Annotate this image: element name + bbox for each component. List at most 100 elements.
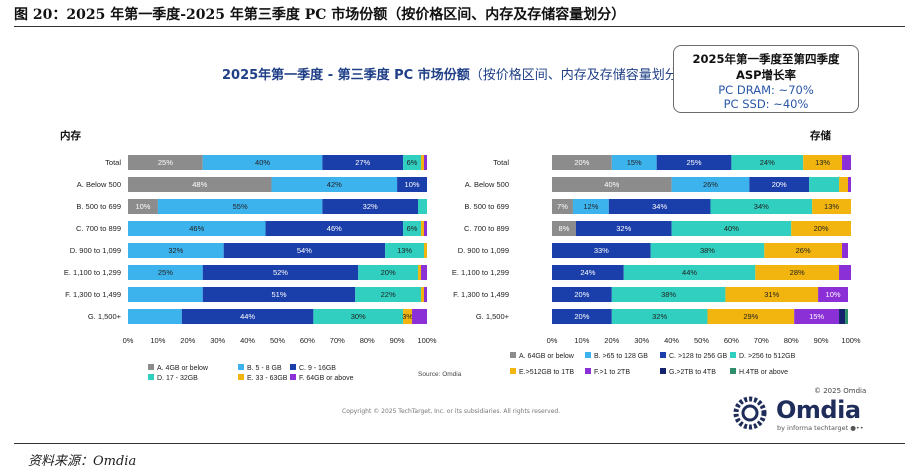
x-tick-label: 20% (604, 336, 619, 345)
bar-segment (725, 287, 819, 302)
data-label: 30% (351, 312, 366, 321)
bar-segment (575, 221, 672, 236)
data-label: 27% (355, 158, 370, 167)
x-tick-label: 100% (841, 336, 861, 345)
bar-segment (202, 265, 359, 280)
x-tick-label: 0% (123, 336, 134, 345)
bottom-rule (14, 443, 905, 444)
bar-segment (403, 309, 413, 324)
category-label: Total (493, 158, 509, 167)
data-label: 38% (700, 246, 715, 255)
bar-segment (355, 287, 422, 302)
bar-segment (128, 243, 224, 258)
data-label: 10% (405, 180, 420, 189)
bar-segment (552, 221, 576, 236)
data-label: 46% (189, 224, 204, 233)
x-tick-label: 50% (270, 336, 285, 345)
bar-segment (611, 309, 708, 324)
bar-segment (403, 221, 422, 236)
storage-panel-label: 存储 (810, 130, 831, 142)
data-label: 40% (604, 180, 619, 189)
bar-segment (755, 265, 840, 280)
bar-segment (623, 265, 756, 280)
memory-panel-label: 内存 (60, 130, 81, 142)
x-tick-label: 100% (417, 336, 437, 345)
bar-segment (418, 199, 427, 214)
bar-segment (845, 309, 849, 324)
data-label: 44% (240, 312, 255, 321)
asp-box-dram: PC DRAM: ~70% (718, 83, 814, 97)
x-tick-label: 70% (330, 336, 345, 345)
data-label: 22% (381, 290, 396, 299)
legend-swatch (290, 374, 296, 380)
legend-label: B. >65 to 128 GB (594, 353, 648, 360)
asp-box-ssd: PC SSD: ~40% (723, 97, 809, 111)
bar-segment (322, 199, 419, 214)
bar-segment (671, 177, 750, 192)
data-label: 12% (583, 202, 598, 211)
data-label: 6% (407, 158, 418, 167)
chart-title-sub: （按价格区间、内存及存储容量划分） (469, 68, 691, 83)
data-label: 7% (557, 202, 568, 211)
data-label: 32% (616, 224, 631, 233)
data-label: 25% (687, 158, 702, 167)
data-label: 34% (754, 202, 769, 211)
x-tick-label: 30% (634, 336, 649, 345)
data-label: 48% (192, 180, 207, 189)
data-label: 24% (760, 158, 775, 167)
data-label: 10% (135, 202, 150, 211)
x-tick-label: 90% (390, 336, 405, 345)
x-tick-label: 70% (754, 336, 769, 345)
chart-title-main: 2025年第一季度 - 第三季度 PC 市场份额 (222, 68, 470, 83)
data-label: 55% (233, 202, 248, 211)
data-label: 46% (327, 224, 342, 233)
bar-segment (842, 243, 849, 258)
omdia-copyright: © 2025 Omdia (814, 387, 867, 395)
data-label: 6% (407, 224, 418, 233)
bar-segment (424, 155, 427, 170)
data-label: 52% (273, 268, 288, 277)
legend-label: F. 64GB or above (299, 375, 354, 382)
category-label: E. 1,100 to 1,299 (64, 268, 121, 277)
bar-segment (818, 287, 849, 302)
category-label: C. 700 to 899 (76, 224, 121, 233)
data-label: 8% (559, 224, 570, 233)
data-label: 20% (574, 290, 589, 299)
chart-title: 2025年第一季度 - 第三季度 PC 市场份额（按价格区间、内存及存储容量划分… (222, 64, 691, 83)
asp-box-line2: ASP增长率 (735, 68, 797, 82)
bar-segment (839, 177, 849, 192)
bar-segment (707, 309, 795, 324)
data-label: 44% (682, 268, 697, 277)
data-label: 29% (743, 312, 758, 321)
category-label: A. Below 500 (77, 180, 121, 189)
legend-label: A. 64GB or below (519, 353, 575, 360)
bar-segment (424, 287, 427, 302)
bar-segment (421, 287, 425, 302)
data-label: 38% (661, 290, 676, 299)
bar-segment (552, 309, 612, 324)
bar-segment (794, 309, 840, 324)
stacked-bar-charts: Total 25% 40% 27% 6% A. Below 500 48% 42% 10% B. … (64, 155, 861, 382)
category-label: B. 500 to 699 (76, 202, 121, 211)
category-label: B. 500 to 699 (464, 202, 509, 211)
legend-swatch (585, 368, 591, 374)
legend-swatch (148, 364, 154, 370)
legend-label: C. 9 - 16GB (299, 365, 336, 372)
asp-box-line1: 2025年第一季度至第四季度 (692, 52, 840, 66)
category-label: G. 1,500+ (476, 312, 510, 321)
x-tick-label: 40% (240, 336, 255, 345)
legend-swatch (660, 352, 666, 358)
bar-segment (412, 309, 427, 324)
bar-segment (812, 199, 851, 214)
source-note: 资料来源：Omdia (28, 454, 137, 469)
bar-segment (848, 177, 851, 192)
data-label: 15% (809, 312, 824, 321)
bar-segment (749, 177, 810, 192)
data-label: 31% (764, 290, 779, 299)
chart-source-note: Source: Omdia (418, 371, 462, 378)
category-label: A. Below 500 (465, 180, 509, 189)
bar-segment (424, 221, 427, 236)
data-label: 26% (703, 180, 718, 189)
bar-segment (552, 265, 624, 280)
legend-label: F.>1 to 2TB (594, 369, 630, 376)
